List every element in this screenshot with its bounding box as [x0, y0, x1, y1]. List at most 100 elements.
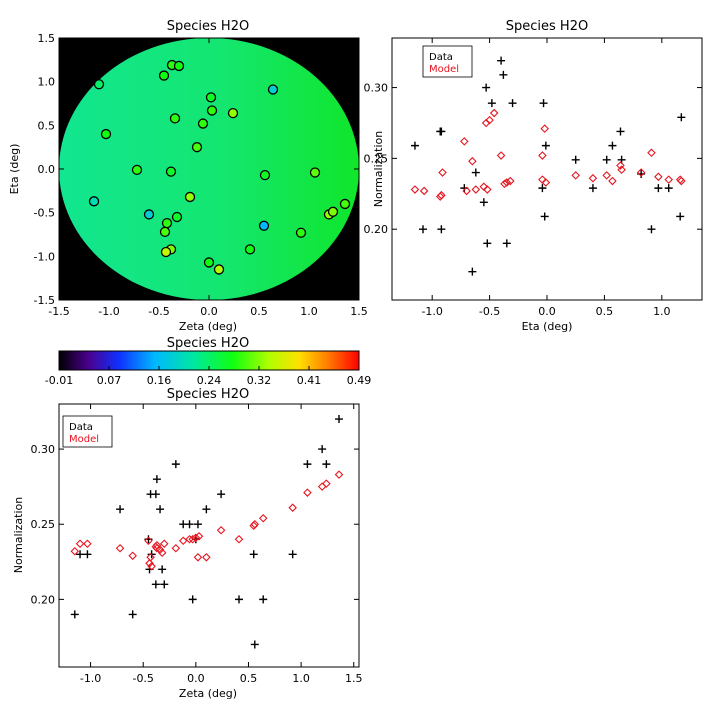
map-xlabel: Zeta (deg): [179, 320, 237, 333]
map-xtick-label: -1.5: [48, 305, 69, 318]
map-ytick-label: 0.5: [38, 119, 56, 132]
eta-plot-title: Species H2O: [506, 19, 588, 34]
eta-plot-data-point: [479, 198, 488, 207]
zeta-plot-ytick-label: 0.20: [31, 593, 56, 606]
eta-plot-ytick-label: 0.25: [364, 152, 389, 165]
zeta-plot-model-point: [157, 548, 167, 558]
map-point: [259, 169, 271, 181]
eta-plot-model-point: [500, 179, 509, 189]
eta-plot-data-point: [468, 267, 477, 276]
zeta-plot-title: Species H2O: [167, 387, 249, 402]
zeta-plot-data-point: [288, 550, 297, 559]
zeta-legend-model: Model: [69, 434, 99, 445]
eta-plot-data-point: [487, 99, 496, 108]
eta-plot-axes: -1.0 -0.5 0.0 0.5 1.0 0.20 0.25 0.30: [364, 38, 702, 318]
eta-plot-model-point: [489, 108, 499, 118]
zeta-plot-data-point: [160, 580, 169, 589]
zeta-plot-legend: Data Model: [62, 415, 113, 448]
zeta-plot-model-point: [83, 539, 92, 549]
map-xtick-label: 1.5: [350, 305, 368, 318]
zeta-plot-data-point: [171, 460, 180, 469]
zeta-plot-data-point: [235, 595, 243, 604]
map-point: [88, 196, 100, 207]
zeta-plot-model-point: [146, 553, 155, 562]
eta-plot-xtick-label: 0.0: [538, 305, 556, 318]
map-ylabel: Eta (deg): [8, 144, 21, 195]
eta-legend-box: [422, 45, 473, 78]
map-xtick-label: 0.0: [200, 305, 218, 318]
eta-plot-data-point: [538, 184, 547, 193]
zeta-plot-data-point: [193, 520, 202, 529]
eta-plot-model-point: [636, 168, 646, 177]
eta-plot-model-point: [608, 176, 617, 186]
eta-plot-model-point: [602, 171, 611, 180]
eta-plot-model-point: [654, 172, 663, 182]
colorbar-tick-label: 0.16: [147, 374, 172, 387]
zeta-plot-model-point: [234, 534, 244, 544]
map-point: [309, 167, 321, 178]
map-point: [131, 164, 143, 176]
zeta-plot-ytick-label: 0.30: [31, 443, 56, 456]
zeta-plot-xlabel: Zeta (deg): [179, 687, 237, 700]
zeta-plot-data-point: [152, 475, 161, 484]
map-point: [339, 198, 351, 210]
zeta-plot-model-point: [178, 536, 188, 546]
map-point: [203, 257, 215, 268]
zeta-plot-data-point: [259, 595, 268, 604]
eta-plot-model-point: [438, 168, 447, 177]
colorbar-tick-label: 0.24: [197, 374, 222, 387]
zeta-plot-xtick-label: 0.5: [240, 672, 258, 685]
zeta-plot-model-point: [303, 488, 312, 497]
map-point: [161, 217, 173, 229]
zeta-plot-data-point: [217, 490, 226, 499]
eta-plot-model-point: [677, 176, 686, 186]
map-point: [169, 113, 181, 124]
map-point: [227, 107, 239, 119]
eta-plot-model-point: [485, 115, 494, 125]
eta-plot-model-point: [435, 192, 445, 201]
zeta-plot-model-point: [288, 503, 297, 512]
zeta-plot-model-point: [145, 559, 154, 568]
eta-plot-model-point: [588, 173, 598, 183]
zeta-plot-data-point: [156, 505, 165, 514]
zeta-plot-data-point: [128, 610, 137, 619]
zeta-plot-model-point: [250, 519, 260, 529]
zeta-plot-data-point: [250, 640, 259, 649]
zeta-plot-model-point: [322, 479, 331, 488]
colorbar-title: Species H2O: [167, 336, 249, 351]
eta-plot-panel: Species H2O -1.0 -0.5 0.0 0.5 1.0 0.20 0.25 0.3…: [364, 19, 703, 333]
zeta-plot-model-point: [258, 513, 268, 523]
colorbar-ticks: -0.01 0.07 0.16 0.24 0.32 0.41 0.49: [45, 366, 371, 387]
zeta-plot-xtick-label: -0.5: [132, 672, 153, 685]
eta-plot-model-point: [460, 137, 469, 146]
map-point: [267, 84, 279, 95]
eta-plot-data-point: [419, 225, 427, 234]
zeta-plot-model-point: [70, 547, 80, 556]
eta-plot-model-point: [496, 151, 506, 160]
eta-plot-data-point: [508, 99, 517, 108]
eta-plot-data-point: [482, 83, 491, 92]
eta-plot-xtick-label: -1.0: [421, 305, 442, 318]
zeta-plot-xtick-label: 1.5: [345, 672, 363, 685]
map-point: [165, 166, 177, 177]
map-xtick-label: 1.0: [300, 305, 318, 318]
map-point: [143, 209, 155, 220]
zeta-plot-marks: [70, 415, 344, 649]
map-point: [295, 227, 307, 238]
zeta-plot-model-point: [159, 539, 169, 549]
eta-plot-data-point: [437, 225, 446, 234]
map-ytick-label: -1.0: [34, 250, 55, 263]
map-ytick-label: 0.0: [38, 163, 56, 176]
zeta-plot-data-point: [322, 460, 331, 469]
zeta-plot-model-point: [194, 531, 204, 541]
eta-plot-data-point: [410, 141, 419, 150]
eta-plot-data-point: [654, 184, 663, 193]
zeta-plot-data-point: [202, 505, 211, 514]
zeta-plot-xtick-label: -1.0: [80, 672, 101, 685]
map-axes: -1.5 -1.0 -0.5 0.0 0.5 1.0 1.5 -1.5 -1.0 -0.5 0.0 0…: [34, 32, 368, 318]
eta-plot-data-point: [608, 141, 617, 150]
zeta-plot-data-point: [151, 490, 160, 499]
eta-plot-model-point: [540, 124, 549, 133]
map-xtick-label: 0.5: [250, 305, 268, 318]
